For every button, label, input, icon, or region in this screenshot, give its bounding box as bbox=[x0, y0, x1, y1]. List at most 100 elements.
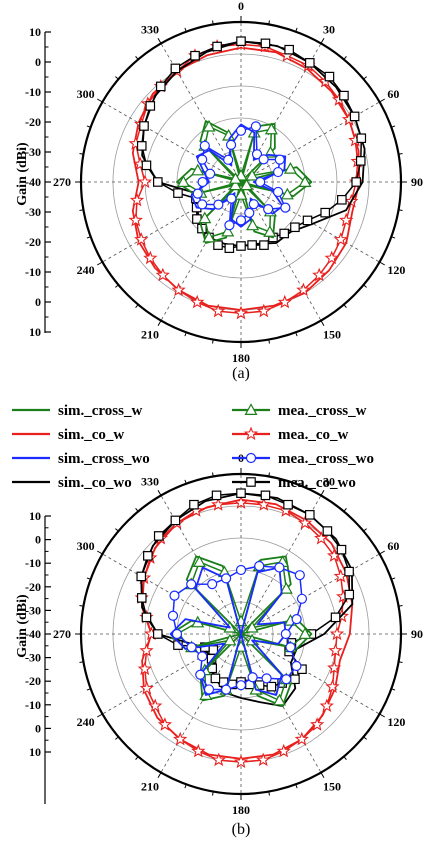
square-marker bbox=[305, 58, 315, 68]
circle-marker bbox=[263, 204, 274, 215]
square-marker bbox=[141, 612, 152, 623]
star-marker bbox=[128, 212, 143, 227]
star-marker bbox=[139, 680, 154, 695]
star-marker bbox=[312, 267, 327, 282]
square-marker bbox=[173, 188, 183, 198]
square-marker bbox=[283, 499, 293, 510]
square-marker bbox=[330, 612, 341, 623]
circle-marker bbox=[226, 193, 237, 204]
star-marker bbox=[319, 698, 334, 712]
circle-marker bbox=[274, 562, 285, 573]
angle-tick bbox=[157, 772, 162, 779]
triangle-marker bbox=[263, 225, 277, 237]
angle-tick bbox=[86, 236, 91, 239]
triangle-marker bbox=[244, 403, 258, 415]
triangle-marker bbox=[245, 168, 259, 181]
angle-tick bbox=[391, 236, 396, 239]
radial-tick-label: -10 bbox=[25, 265, 41, 279]
square-marker bbox=[260, 490, 271, 501]
star-marker bbox=[137, 174, 153, 189]
square-marker bbox=[141, 160, 152, 171]
square-marker bbox=[344, 566, 354, 577]
series-mea-cross-wo bbox=[167, 560, 308, 695]
angle-tick bbox=[212, 472, 214, 477]
angle-tick bbox=[79, 153, 84, 155]
star-marker bbox=[233, 495, 249, 509]
angle-label: 90 bbox=[411, 627, 423, 641]
angle-tick bbox=[184, 27, 187, 32]
circle-marker bbox=[192, 188, 203, 199]
angle-tick bbox=[295, 479, 298, 484]
angle-tick bbox=[379, 98, 386, 103]
angle-label: 240 bbox=[77, 263, 95, 277]
star-marker bbox=[325, 679, 340, 693]
circle-marker bbox=[250, 121, 262, 132]
angle-label: 180 bbox=[232, 803, 250, 817]
angle-label: 120 bbox=[387, 715, 405, 729]
angle-tick bbox=[343, 304, 347, 308]
square-marker bbox=[259, 240, 269, 250]
angle-label: 120 bbox=[387, 263, 405, 277]
angle-tick bbox=[184, 479, 187, 484]
circle-marker bbox=[248, 199, 259, 210]
square-marker bbox=[190, 50, 200, 61]
radial-tick-label: 0 bbox=[35, 721, 41, 735]
circle-marker bbox=[220, 573, 232, 584]
star-marker bbox=[324, 250, 339, 265]
angle-tick bbox=[398, 605, 403, 607]
angle-tick bbox=[268, 472, 270, 477]
square-marker bbox=[210, 673, 221, 684]
square-marker bbox=[324, 71, 335, 82]
star-marker bbox=[211, 303, 226, 318]
circle-marker bbox=[197, 154, 208, 165]
square-marker bbox=[153, 531, 164, 541]
square-marker bbox=[136, 141, 147, 151]
angle-label: 60 bbox=[387, 87, 399, 101]
circle-marker bbox=[274, 154, 285, 165]
triangle-marker bbox=[298, 627, 312, 640]
angle-tick bbox=[135, 304, 139, 308]
polar-chart-b: 0 30 60 90 120 150 180 210 240 270 300 330 10 0 -10 -20… bbox=[15, 451, 423, 838]
circle-marker bbox=[197, 199, 208, 210]
series-sim-cross-wo bbox=[169, 566, 287, 696]
circle-marker bbox=[281, 674, 292, 685]
angle-tick bbox=[268, 339, 270, 344]
legend: sim._cross_w sim._co_w sim._cross_wo sim._c… bbox=[12, 403, 374, 491]
square-marker bbox=[136, 593, 147, 603]
circle-marker bbox=[213, 199, 224, 210]
radial-tick-label: 10 bbox=[29, 25, 41, 39]
square-marker bbox=[236, 488, 246, 498]
angle-tick bbox=[391, 688, 396, 691]
square-marker bbox=[211, 490, 222, 501]
square-marker bbox=[290, 222, 300, 233]
angle-tick bbox=[320, 489, 325, 496]
angle-tick bbox=[135, 56, 139, 60]
angle-tick bbox=[379, 713, 386, 718]
angle-tick bbox=[363, 284, 367, 288]
triangle-marker bbox=[221, 224, 235, 237]
star-marker bbox=[143, 250, 158, 265]
circle-marker bbox=[254, 560, 265, 572]
angle-tick bbox=[398, 153, 403, 155]
circle-marker bbox=[235, 215, 247, 226]
angle-tick bbox=[115, 76, 119, 80]
radial-tick-label: 10 bbox=[29, 325, 41, 339]
circle-marker bbox=[167, 610, 179, 621]
circle-marker bbox=[272, 166, 284, 178]
circle-marker bbox=[204, 168, 216, 179]
figure-caption: (b) bbox=[232, 821, 251, 838]
triangle-marker bbox=[283, 162, 297, 174]
circle-marker bbox=[285, 642, 296, 653]
legend-label: sim._co_w bbox=[58, 427, 124, 443]
angle-tick bbox=[363, 76, 367, 80]
grid-spoke bbox=[240, 633, 380, 715]
triangle-marker bbox=[234, 188, 248, 200]
triangle-marker bbox=[176, 175, 190, 187]
angle-label: 330 bbox=[141, 475, 159, 489]
legend-label: sim._cross_wo bbox=[58, 451, 150, 467]
angle-tick bbox=[363, 528, 367, 532]
angle-tick bbox=[343, 56, 347, 60]
star-marker bbox=[233, 754, 249, 769]
circle-marker bbox=[280, 628, 291, 640]
